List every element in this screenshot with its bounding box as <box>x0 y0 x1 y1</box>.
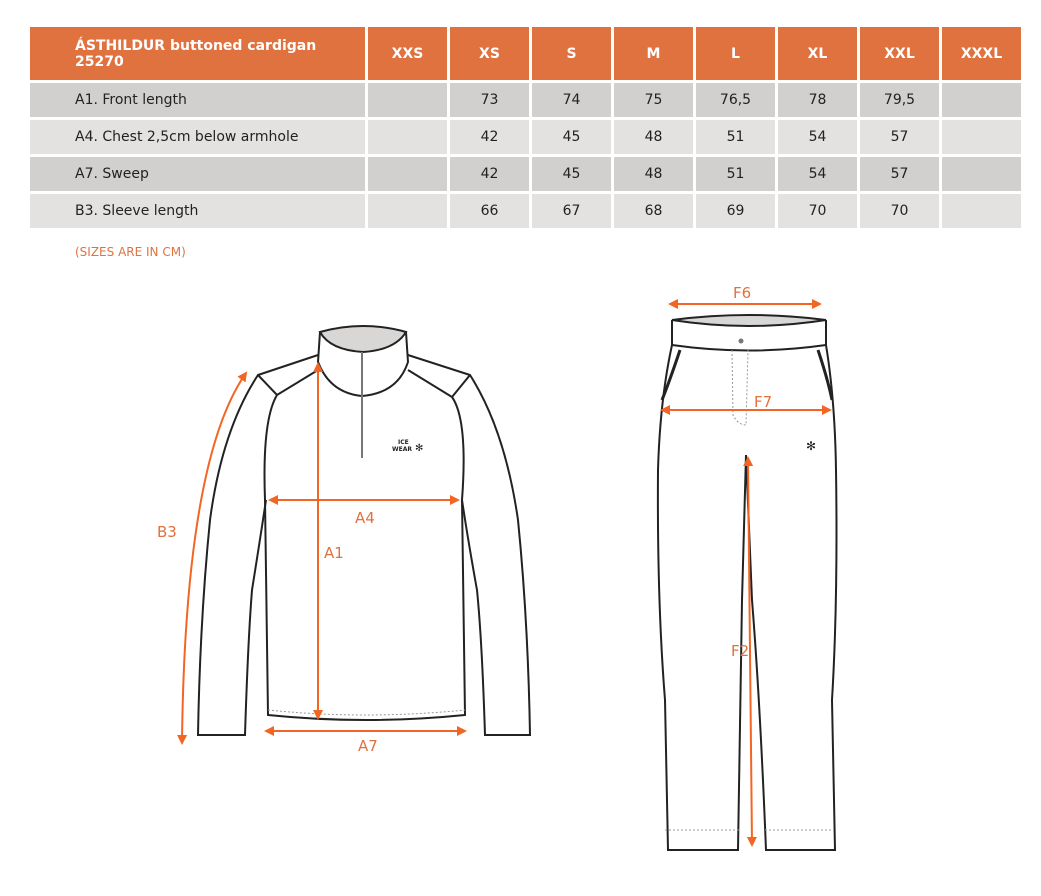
measurement-value: 70 <box>778 194 857 228</box>
measurement-value: 54 <box>778 157 857 191</box>
measurement-value: 48 <box>614 157 693 191</box>
measurement-value: 68 <box>614 194 693 228</box>
table-row: A1. Front length 73 74 75 76,5 78 79,5 <box>30 83 1021 117</box>
product-title: ÁSTHILDUR buttoned cardigan 25270 <box>30 27 365 80</box>
measurement-value <box>942 83 1021 117</box>
measurement-value <box>368 194 447 228</box>
measurement-value: 79,5 <box>860 83 939 117</box>
pants-drawing <box>656 314 838 851</box>
brand-logo: ICE <box>398 439 409 446</box>
measurement-value: 45 <box>532 120 611 154</box>
table-row: B3. Sleeve length 66 67 68 69 70 70 <box>30 194 1021 228</box>
measurement-value: 42 <box>450 157 529 191</box>
measurement-value: 51 <box>696 120 775 154</box>
measurement-value: 42 <box>450 120 529 154</box>
measurement-value: 75 <box>614 83 693 117</box>
table-row: A7. Sweep 42 45 48 51 54 57 <box>30 157 1021 191</box>
size-header: XXS <box>368 27 447 80</box>
measurement-value: 73 <box>450 83 529 117</box>
size-header: XS <box>450 27 529 80</box>
measurement-value: 51 <box>696 157 775 191</box>
f2-label: F2 <box>731 642 749 660</box>
measurement-value: 57 <box>860 157 939 191</box>
f7-label: F7 <box>754 393 772 411</box>
b3-label: B3 <box>157 523 177 541</box>
measurement-label: A4. Chest 2,5cm below armhole <box>30 120 365 154</box>
measurement-value <box>942 157 1021 191</box>
header-row: ÁSTHILDUR buttoned cardigan 25270 XXS XS… <box>30 27 1021 80</box>
measurement-value: 54 <box>778 120 857 154</box>
measurement-label: B3. Sleeve length <box>30 194 365 228</box>
measurement-value: 76,5 <box>696 83 775 117</box>
measurement-value: 67 <box>532 194 611 228</box>
size-header: XL <box>778 27 857 80</box>
units-note: (SIZES ARE IN CM) <box>75 245 186 259</box>
table-row: A4. Chest 2,5cm below armhole 42 45 48 51 54 5… <box>30 120 1021 154</box>
snowflake-icon: ✻ <box>806 439 816 453</box>
measurement-value <box>942 194 1021 228</box>
measurement-value <box>368 120 447 154</box>
measurement-value: 48 <box>614 120 693 154</box>
brand-logo: WEAR <box>392 446 412 453</box>
measurement-label: A1. Front length <box>30 83 365 117</box>
size-chart-table: ÁSTHILDUR buttoned cardigan 25270 XXS XS… <box>27 24 1024 231</box>
a1-label: A1 <box>324 544 344 562</box>
measurement-value: 74 <box>532 83 611 117</box>
b3-arrow <box>177 371 248 745</box>
measurement-label: A7. Sweep <box>30 157 365 191</box>
size-header: L <box>696 27 775 80</box>
f2-arrow <box>743 456 757 847</box>
f6-label: F6 <box>733 284 751 302</box>
a7-label: A7 <box>358 737 378 755</box>
measurement-value: 70 <box>860 194 939 228</box>
measurement-value: 78 <box>778 83 857 117</box>
measurement-value: 45 <box>532 157 611 191</box>
measurement-value: 66 <box>450 194 529 228</box>
measurement-value: 57 <box>860 120 939 154</box>
a4-label: A4 <box>355 509 375 527</box>
measurement-value <box>368 157 447 191</box>
size-header: S <box>532 27 611 80</box>
jacket-drawing <box>196 325 532 736</box>
size-header: XXL <box>860 27 939 80</box>
measurement-value <box>942 120 1021 154</box>
measurement-value: 69 <box>696 194 775 228</box>
size-header: XXXL <box>942 27 1021 80</box>
snowflake-icon: ✻ <box>415 443 423 454</box>
measurement-value <box>368 83 447 117</box>
size-header: M <box>614 27 693 80</box>
